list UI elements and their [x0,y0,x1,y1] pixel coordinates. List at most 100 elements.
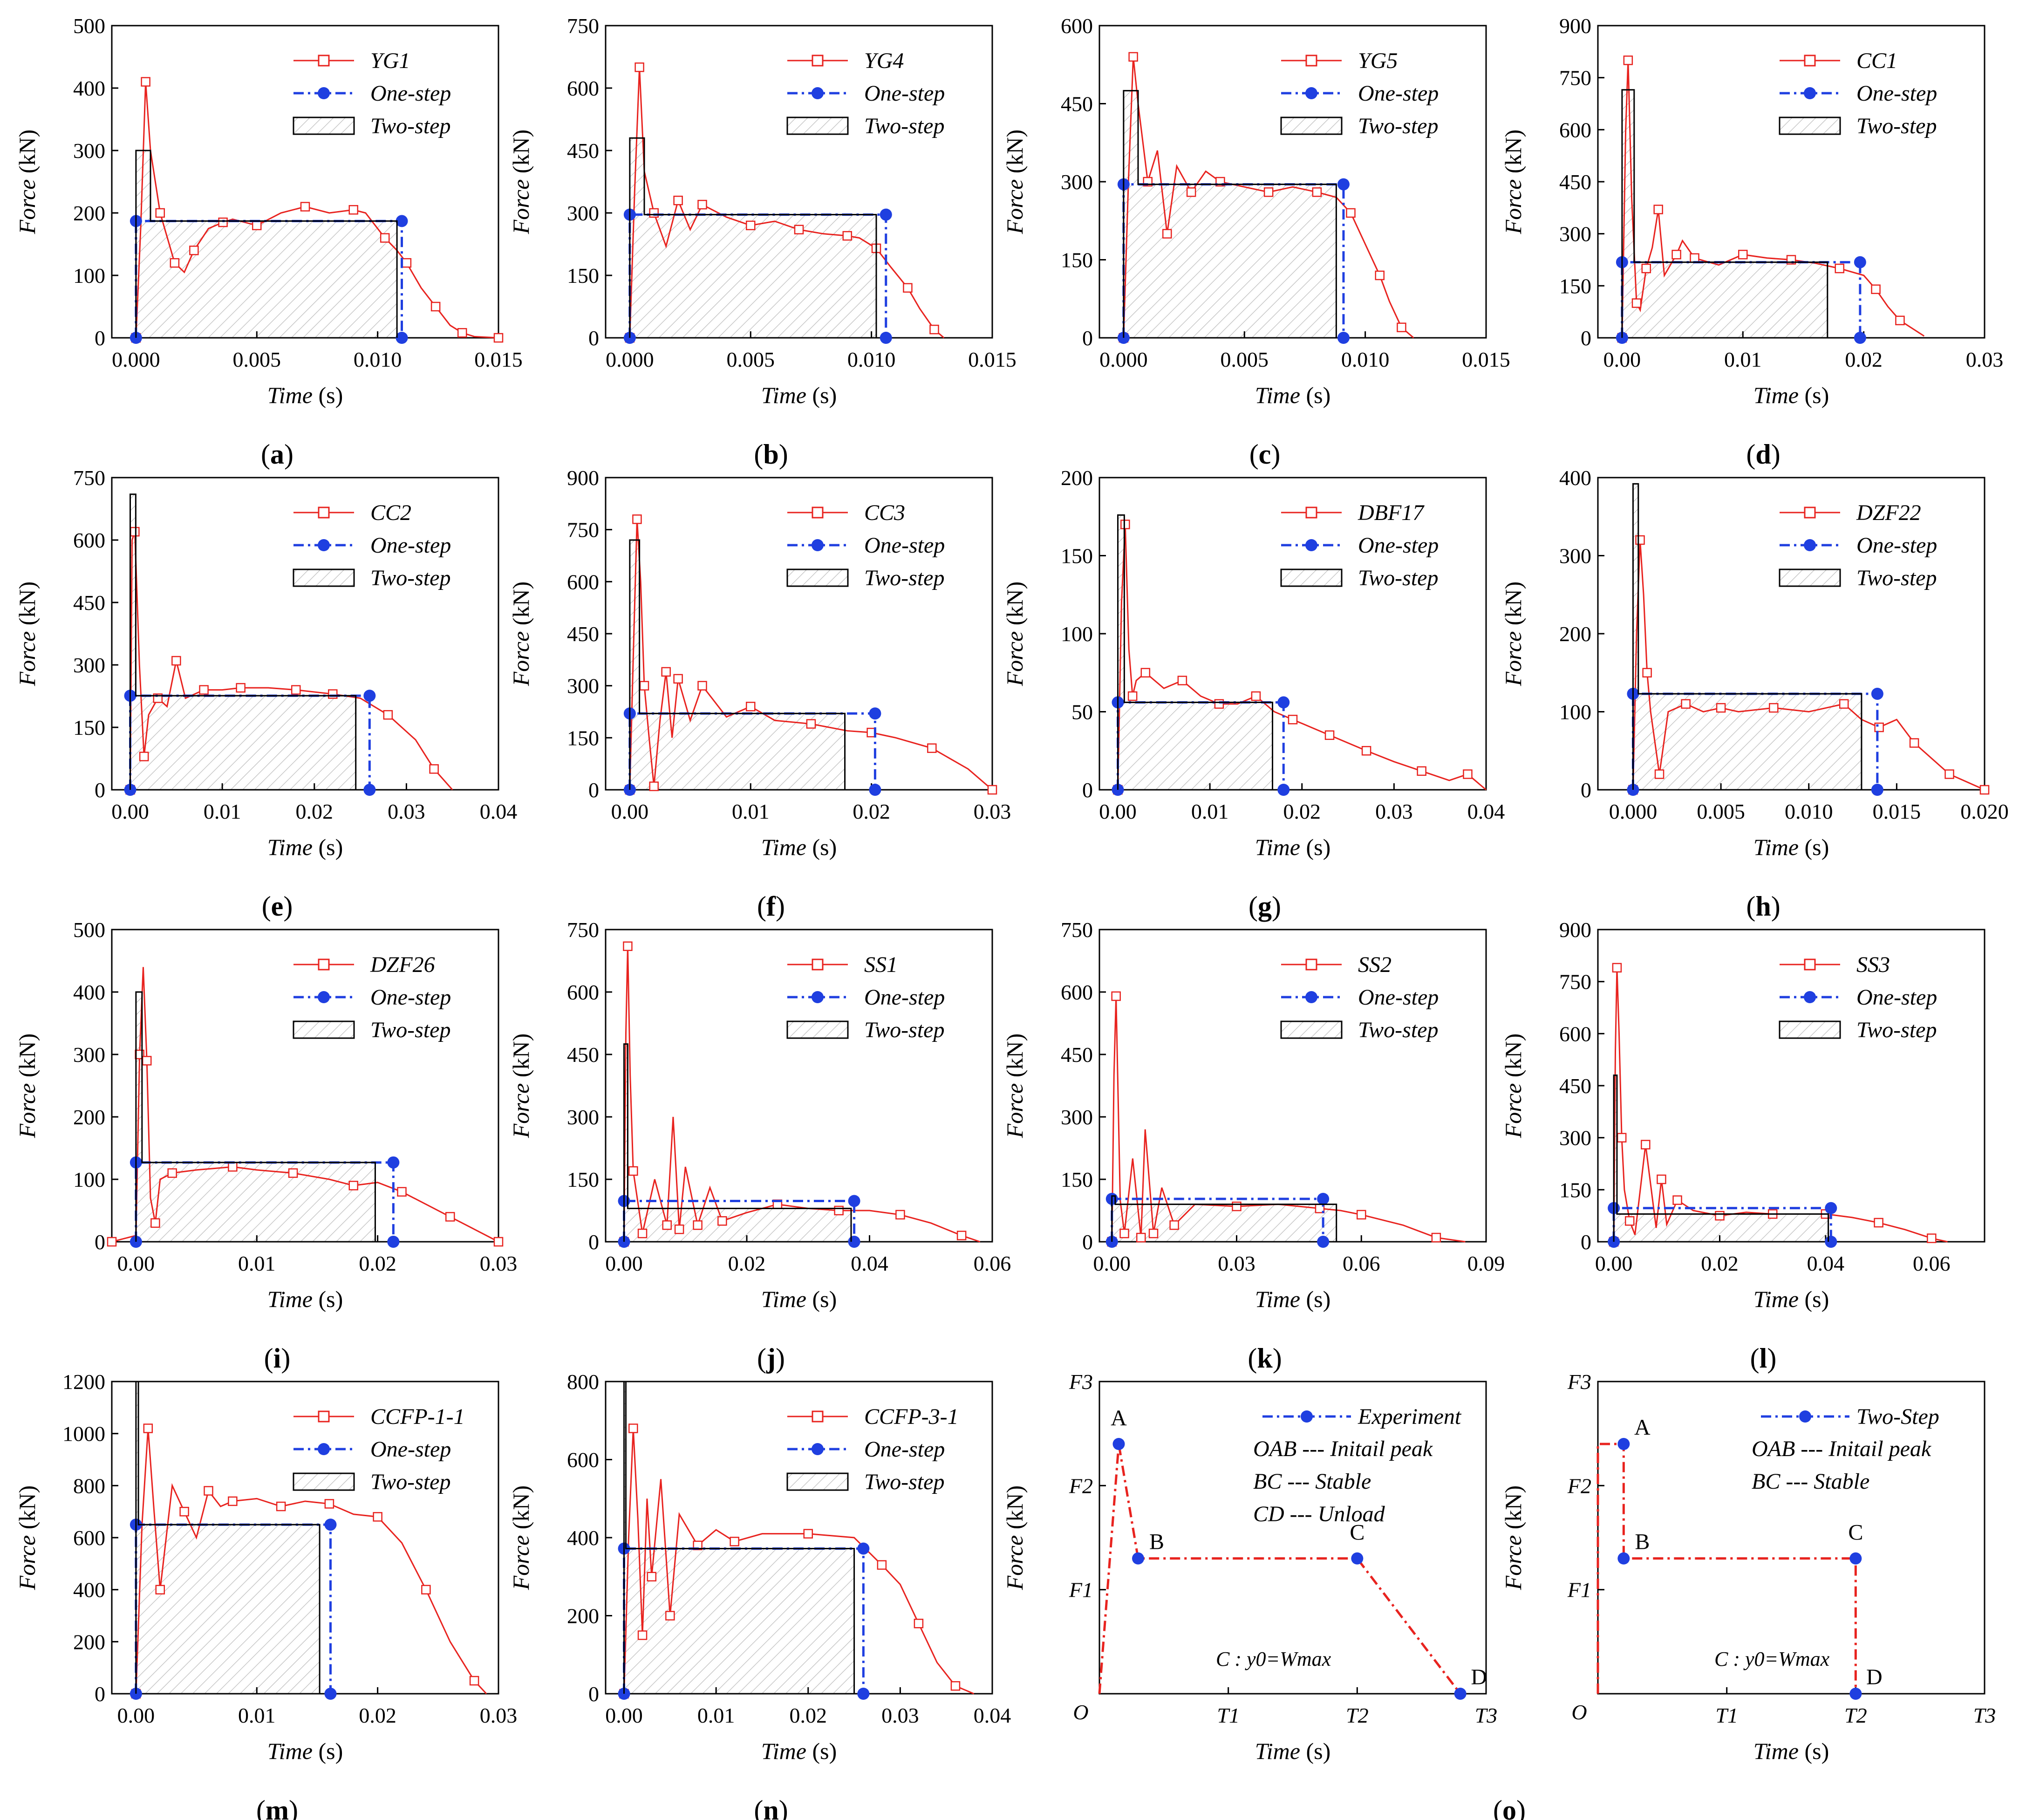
x-axis-label: Time (s) [1255,1286,1331,1312]
two-step-outline [1123,90,1337,338]
experiment-marker [179,1506,189,1517]
experiment-marker [1617,1133,1627,1143]
experiment-marker [1657,1174,1666,1184]
x-axis-label-italic: Time [267,382,313,408]
y-tick-label: 150 [567,726,599,750]
y-tick-label: 0 [588,1230,599,1254]
experiment-marker [348,205,358,215]
subfigure-label-letter: f [766,891,776,922]
x-axis-label: Time (s) [761,1738,837,1764]
legend-label: One-step [1358,81,1439,106]
y-tick-label: 600 [567,570,599,594]
legend-label: Two-step [1358,566,1438,590]
experiment-line [135,1428,487,1695]
two-step-hatch [624,1044,851,1242]
experiment-marker [130,527,140,537]
y-tick-label: 300 [73,653,105,677]
one-step-marker [396,332,408,344]
y-tick-label: 500 [73,918,105,942]
subfigure-label: (b) [754,439,788,470]
legend-label: One-step [864,81,945,106]
experiment-marker [661,667,671,677]
legend-label: CC3 [864,500,905,525]
experiment-marker [834,1205,844,1216]
subfigure-label-letter: e [271,891,284,922]
x-axis-label: Time (s) [1255,834,1331,860]
panel-j: 0.00 0.02 0.04 0.06 0 150 300 450 600 750 Time (s)… [508,918,1011,1312]
experiment-line [629,519,993,791]
experiment-marker [1232,1201,1242,1211]
x-tick-label: 0.02 [790,1704,827,1727]
subfigure-label: (n) [754,1795,788,1820]
legend-marker-one-step [1804,539,1816,551]
y-tick-label: 400 [567,1526,599,1550]
x-axis-label-italic: Time [267,1738,313,1764]
y-axis-label-unit: (kN) [508,1485,534,1535]
x-tick-label: 0.02 [728,1252,766,1275]
experiment-marker [697,199,707,210]
experiment-marker [324,1499,334,1509]
legend-label: Two-step [864,566,944,590]
y-axis-label: Force (kN) [1002,1033,1028,1138]
experiment-marker [291,685,301,695]
experiment-marker [155,208,165,218]
experiment-marker [1312,187,1322,197]
subfigure-label-open: ( [757,1343,766,1374]
legend-marker-experiment [1305,958,1317,971]
experiment-marker [1716,703,1726,713]
experiment-marker [1690,253,1699,263]
two-step-outline [623,1043,852,1242]
one-step-line [623,1199,856,1242]
legend-swatch-two-step [293,1472,355,1491]
x-tick-label: 0.015 [474,348,523,371]
x-tick-label: 0.005 [233,348,281,371]
y-tick-label: 0 [95,1230,105,1254]
legend-marker-experiment [812,55,824,67]
x-tick-label: 0.02 [359,1704,396,1727]
y-axis-label-italic: Force [1500,1535,1526,1591]
experiment-marker [1169,1220,1179,1230]
subfigure-label: (h) [1746,891,1780,922]
experiment-marker [348,1181,358,1191]
legend-label: One-step [1358,985,1439,1010]
y-axis-label: Force (kN) [508,130,534,234]
x-axis-label: Time (s) [761,382,837,408]
legend-label: DZF26 [370,952,435,977]
y-axis-label: Force (kN) [508,1485,534,1590]
y-axis-label: Force (kN) [1002,582,1028,686]
y-tick-label: 600 [567,76,599,100]
y-axis-label-unit: (kN) [508,1033,534,1083]
y-tick-label: 300 [567,674,599,698]
x-tick-label: 0.04 [480,800,518,823]
x-axis-label-unit: (s) [1300,382,1330,408]
one-step-line [1122,183,1345,338]
experiment-marker [300,202,310,212]
subfigure-label-letter: k [1257,1343,1273,1374]
y-tick-label: 100 [73,1168,105,1191]
y-axis-label: Force (kN) [1500,130,1526,234]
x-tick-label: 0.04 [1467,800,1505,823]
y-tick-label: 0 [588,1682,599,1706]
legend-marker-one-step [1305,991,1317,1003]
y-tick-label: 300 [73,139,105,163]
y-axis-label-italic: Force [1500,1083,1526,1139]
one-step-marker [869,784,881,796]
legend-text: OAB --- Initail peak [1253,1437,1433,1461]
legend-label: Two-step [1358,114,1438,138]
experiment-marker [1120,520,1130,529]
experiment-marker [218,217,228,227]
legend-label: One-step [370,985,451,1010]
experiment-marker [445,1212,455,1222]
two-step-outline [1621,89,1828,338]
y-tick-label: 600 [1061,980,1093,1004]
y-tick-label: 0 [95,326,105,350]
legend-swatch-two-step [1280,568,1343,587]
y-tick-label: 0 [1082,778,1093,802]
subfigure-label-letter: l [1760,1343,1767,1374]
x-tick-label: 0.01 [732,800,770,823]
y-tick-label: 450 [567,139,599,163]
legend-label: YG4 [864,48,904,73]
x-tick-label: 0.010 [1785,800,1833,823]
subfigure-label-letter: n [763,1795,778,1820]
y-tick-label: 150 [1559,1178,1591,1202]
